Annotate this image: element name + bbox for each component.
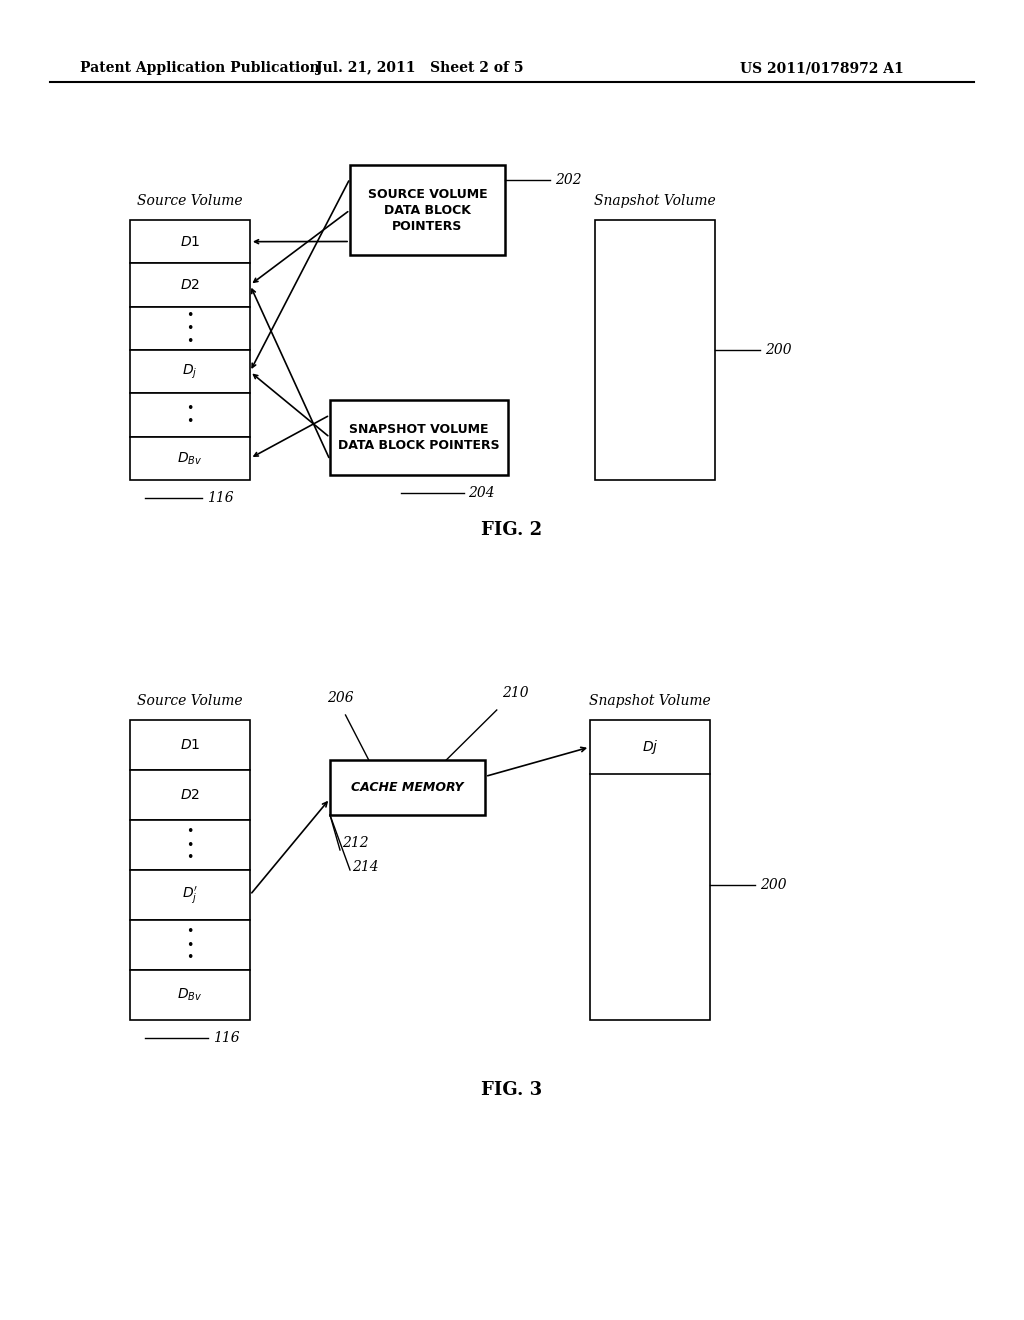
Bar <box>130 263 250 306</box>
Bar <box>130 350 250 393</box>
Bar <box>130 870 250 920</box>
Text: •
•: • • <box>186 403 194 428</box>
Text: 116: 116 <box>213 1031 240 1045</box>
Bar <box>130 970 250 1020</box>
Text: 204: 204 <box>469 486 496 500</box>
Text: •
•
•: • • • <box>186 925 194 965</box>
Bar <box>330 760 485 814</box>
Text: FIG. 3: FIG. 3 <box>481 1081 543 1100</box>
Text: 202: 202 <box>555 173 582 187</box>
Text: SOURCE VOLUME
DATA BLOCK
POINTERS: SOURCE VOLUME DATA BLOCK POINTERS <box>368 187 487 232</box>
Text: US 2011/0178972 A1: US 2011/0178972 A1 <box>740 61 904 75</box>
Bar <box>590 719 710 1020</box>
Text: •
•
•: • • • <box>186 825 194 865</box>
Text: CACHE MEMORY: CACHE MEMORY <box>351 781 464 795</box>
Text: 212: 212 <box>342 836 369 850</box>
Text: Snapshot Volume: Snapshot Volume <box>594 194 716 209</box>
Bar <box>130 820 250 870</box>
Text: SNAPSHOT VOLUME
DATA BLOCK POINTERS: SNAPSHOT VOLUME DATA BLOCK POINTERS <box>338 422 500 451</box>
Bar <box>130 437 250 480</box>
Bar <box>130 220 250 263</box>
Text: 210: 210 <box>502 686 528 700</box>
Bar <box>130 770 250 820</box>
Bar <box>595 220 715 480</box>
Bar <box>130 920 250 970</box>
Text: $D_{Bv}$: $D_{Bv}$ <box>177 987 203 1003</box>
Text: $D_j$: $D_j$ <box>182 363 198 380</box>
Text: •
•
•: • • • <box>186 309 194 348</box>
Text: $Dj$: $Dj$ <box>642 738 658 756</box>
Text: $D2$: $D2$ <box>180 279 200 292</box>
Text: 200: 200 <box>760 878 786 892</box>
Text: $D_{Bv}$: $D_{Bv}$ <box>177 450 203 466</box>
Text: 214: 214 <box>352 861 379 874</box>
Text: $D1$: $D1$ <box>180 235 200 248</box>
Text: $D2$: $D2$ <box>180 788 200 803</box>
Text: Jul. 21, 2011   Sheet 2 of 5: Jul. 21, 2011 Sheet 2 of 5 <box>316 61 523 75</box>
Text: Source Volume: Source Volume <box>137 194 243 209</box>
Bar <box>330 400 508 475</box>
Text: $D1$: $D1$ <box>180 738 200 752</box>
Text: FIG. 2: FIG. 2 <box>481 521 543 539</box>
Text: $D_j'$: $D_j'$ <box>182 884 198 906</box>
Bar <box>130 719 250 770</box>
Text: Snapshot Volume: Snapshot Volume <box>589 694 711 708</box>
Text: Source Volume: Source Volume <box>137 694 243 708</box>
Text: 200: 200 <box>765 343 792 356</box>
Bar <box>130 306 250 350</box>
Bar <box>130 393 250 437</box>
Text: 206: 206 <box>328 690 354 705</box>
Text: 116: 116 <box>207 491 233 506</box>
Text: Patent Application Publication: Patent Application Publication <box>80 61 319 75</box>
Bar <box>350 165 505 255</box>
